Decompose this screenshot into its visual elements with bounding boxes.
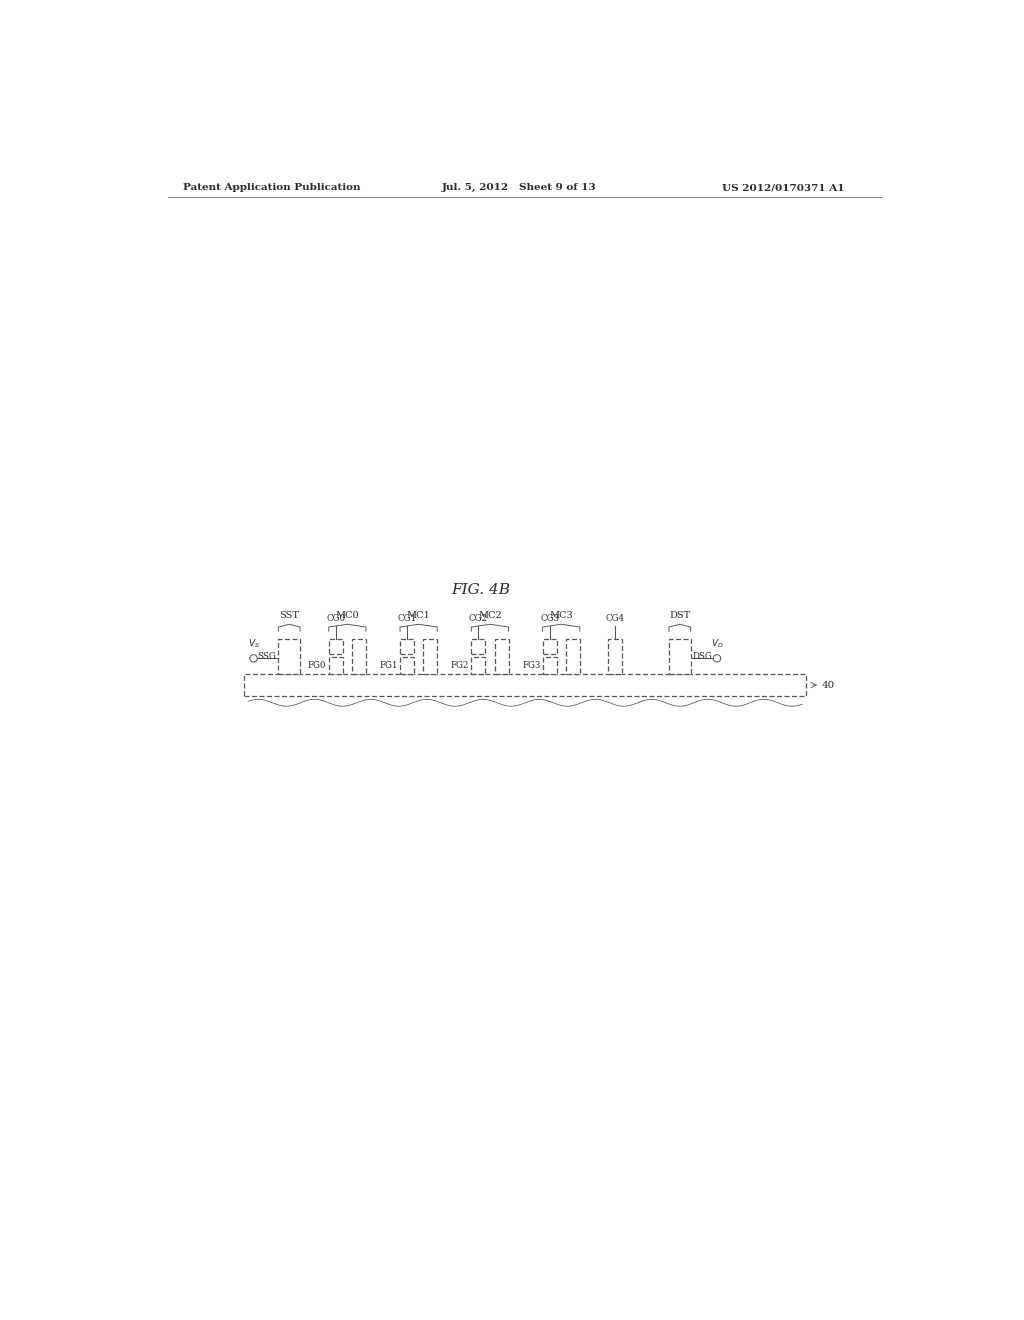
Bar xyxy=(423,639,437,675)
Text: CG0: CG0 xyxy=(326,615,345,623)
Bar xyxy=(400,657,414,675)
Text: FG3: FG3 xyxy=(522,661,541,671)
Bar xyxy=(400,639,414,655)
Text: US 2012/0170371 A1: US 2012/0170371 A1 xyxy=(722,183,844,191)
Bar xyxy=(495,639,509,675)
Text: DSG: DSG xyxy=(693,652,713,661)
Bar xyxy=(471,639,485,655)
Bar xyxy=(669,639,690,675)
Bar xyxy=(471,657,485,675)
Bar xyxy=(566,639,580,675)
Text: FG1: FG1 xyxy=(379,661,397,671)
Text: CG4: CG4 xyxy=(605,615,625,623)
Bar xyxy=(543,657,557,675)
Text: FG2: FG2 xyxy=(451,661,469,671)
Text: MC2: MC2 xyxy=(478,611,502,620)
Bar xyxy=(245,675,806,696)
Bar xyxy=(543,639,557,655)
Bar xyxy=(329,657,343,675)
Text: MC1: MC1 xyxy=(407,611,430,620)
Text: DST: DST xyxy=(669,611,690,620)
Bar xyxy=(329,639,343,655)
Text: FG0: FG0 xyxy=(308,661,327,671)
Text: 40: 40 xyxy=(821,681,835,689)
Bar xyxy=(607,639,622,675)
Text: SST: SST xyxy=(280,611,299,620)
Text: CG2: CG2 xyxy=(469,615,487,623)
Text: MC0: MC0 xyxy=(336,611,359,620)
Text: CG1: CG1 xyxy=(397,615,417,623)
Text: $V_{S}$: $V_{S}$ xyxy=(248,638,259,649)
Text: MC3: MC3 xyxy=(549,611,573,620)
Text: Patent Application Publication: Patent Application Publication xyxy=(182,183,360,191)
Text: Jul. 5, 2012   Sheet 9 of 13: Jul. 5, 2012 Sheet 9 of 13 xyxy=(442,183,597,191)
Bar xyxy=(352,639,366,675)
Text: CG3: CG3 xyxy=(541,615,559,623)
Text: SSG: SSG xyxy=(257,652,276,661)
Text: FIG. 4B: FIG. 4B xyxy=(452,582,510,597)
Text: $V_{D}$: $V_{D}$ xyxy=(711,638,723,649)
Bar xyxy=(279,639,300,675)
